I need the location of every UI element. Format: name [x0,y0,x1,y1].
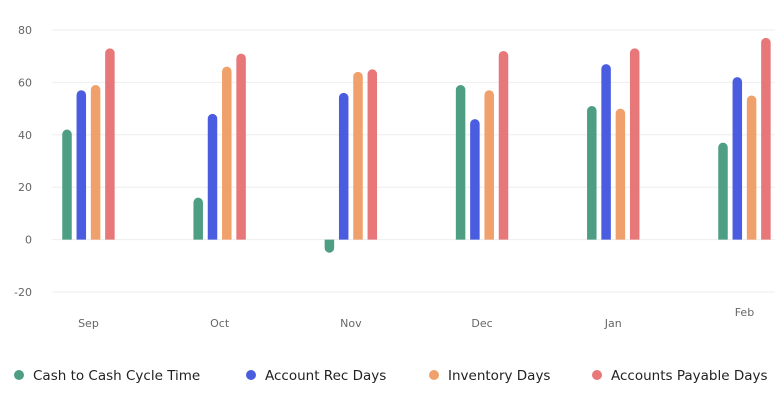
bar-account-rec-days-oct[interactable] [207,113,218,240]
legend-label: Cash to Cash Cycle Time [33,368,200,384]
bar-group-jan [587,48,640,240]
legend-marker [246,370,256,380]
x-tick-label: Dec [471,317,492,330]
bar-group-sep [62,48,115,240]
x-tick-label: Sep [78,317,99,330]
bar-group-oct [193,53,246,240]
y-tick-label: 0 [25,234,32,247]
legend-item-inventory-days[interactable]: Inventory Days [429,368,550,384]
y-tick-label: 60 [18,76,32,89]
x-tick-label: Nov [340,317,362,330]
bar-inventory-days-jan[interactable] [615,108,626,240]
y-tick-label: 40 [18,129,32,142]
y-tick-label: -20 [14,286,32,299]
x-tick-label: Feb [735,306,754,319]
bar-accounts-payable-days-sep[interactable] [105,48,115,240]
bar-group-feb [718,37,771,240]
legend-item-account-rec-days[interactable]: Account Rec Days [246,368,386,384]
bar-accounts-payable-days-nov[interactable] [367,69,378,240]
legend-marker [592,370,602,380]
bar-account-rec-days-sep[interactable] [76,90,87,240]
legend-label: Accounts Payable Days [611,368,768,384]
bar-group-nov [324,69,378,253]
legend-item-accounts-payable-days[interactable]: Accounts Payable Days [592,368,768,384]
legend-marker [429,370,439,380]
x-tick-label: Jan [604,317,622,330]
bar-accounts-payable-days-jan[interactable] [629,48,640,240]
y-axis-ticks: 80 60 40 20 0 -20 [14,24,32,299]
bar-accounts-payable-days-feb[interactable] [761,37,771,240]
y-tick-label: 80 [18,24,32,37]
bar-cash-to-cash-cycle-time-sep[interactable] [62,129,72,240]
legend-label: Inventory Days [448,368,550,384]
bar-inventory-days-nov[interactable] [353,71,363,240]
bar-group-dec [455,50,509,240]
bar-cash-to-cash-cycle-time-jan[interactable] [587,105,597,240]
bar-account-rec-days-jan[interactable] [601,64,611,240]
bar-cash-to-cash-cycle-time-nov[interactable] [324,239,335,253]
legend-label: Account Rec Days [265,368,386,384]
legend-marker [14,370,24,380]
bar-cash-to-cash-cycle-time-dec[interactable] [455,85,466,240]
bar-account-rec-days-nov[interactable] [338,92,349,240]
x-tick-label: Oct [210,317,230,330]
bars-layer [62,37,771,253]
bar-accounts-payable-days-dec[interactable] [498,50,509,240]
bar-inventory-days-sep[interactable] [90,85,101,240]
legend-item-cash-to-cash-cycle-time[interactable]: Cash to Cash Cycle Time [14,368,200,384]
bar-accounts-payable-days-oct[interactable] [236,53,246,240]
y-tick-label: 20 [18,181,32,194]
grid-layer [52,29,775,293]
bar-cash-to-cash-cycle-time-oct[interactable] [193,197,203,240]
bar-inventory-days-oct[interactable] [222,66,232,240]
bar-account-rec-days-dec[interactable] [470,119,480,240]
bar-account-rec-days-feb[interactable] [732,77,743,240]
bar-inventory-days-feb[interactable] [746,95,757,240]
x-axis-ticks: Sep Oct Nov Dec Jan Feb [78,306,754,330]
legend: Cash to Cash Cycle Time Account Rec Days I… [14,368,768,384]
bar-inventory-days-dec[interactable] [484,90,494,240]
bar-cash-to-cash-cycle-time-feb[interactable] [718,142,728,240]
